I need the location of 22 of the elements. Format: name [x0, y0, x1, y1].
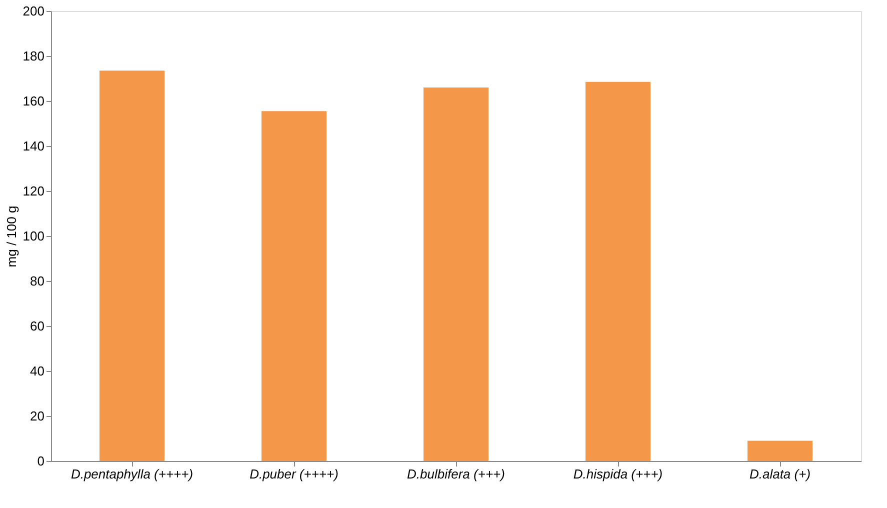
y-tick-label: 180 [22, 48, 44, 64]
y-tick-label: 80 [30, 274, 44, 288]
y-tick-label: 0 [37, 454, 44, 468]
bar [424, 88, 488, 461]
y-tick-label: 20 [30, 408, 44, 424]
bar [262, 111, 326, 461]
x-tick-label: D.pentaphylla (++++) [70, 466, 194, 482]
bar [100, 70, 164, 461]
y-tick-label: 40 [30, 364, 44, 378]
y-tick-label: 60 [30, 318, 44, 334]
x-tick-label: D.puber (++++) [250, 466, 338, 482]
y-tick-label: 200 [22, 4, 44, 18]
x-tick-label: D.bulbifera (+++) [407, 466, 505, 482]
bar [586, 82, 650, 461]
y-tick-label: 100 [22, 228, 44, 244]
y-axis-title: mg / 100 g [4, 206, 19, 268]
y-tick-label: 140 [22, 138, 44, 154]
bar [748, 440, 812, 461]
y-tick-label: 120 [22, 184, 44, 198]
y-tick-label: 160 [22, 94, 44, 108]
x-tick-label: D.hispida (+++) [573, 466, 663, 482]
x-tick-label: D.alata (+) [749, 466, 811, 482]
